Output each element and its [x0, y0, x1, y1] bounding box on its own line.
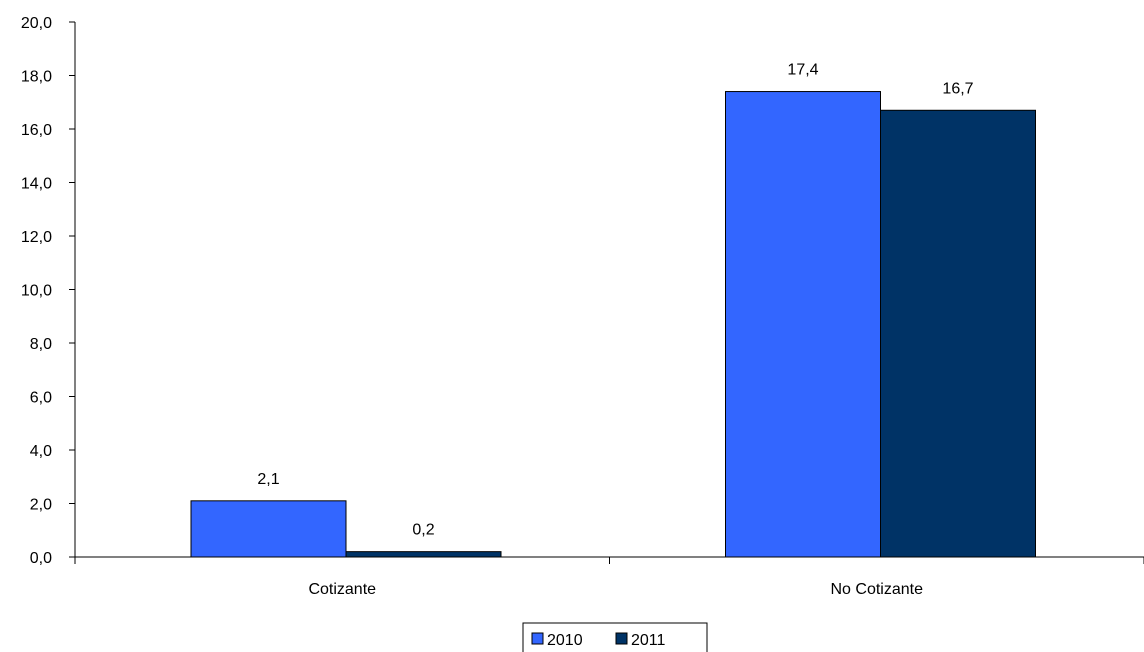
y-tick-label: 10,0: [21, 283, 52, 300]
legend-label: 2011: [631, 632, 666, 649]
category-label: Cotizante: [308, 581, 376, 598]
y-tick-label: 4,0: [30, 443, 52, 460]
y-tick-label: 18,0: [21, 69, 52, 86]
legend: 2010 2011: [522, 622, 708, 652]
data-label: 2,1: [257, 471, 279, 488]
data-label: 0,2: [412, 522, 434, 539]
legend-label: 2010: [547, 632, 583, 649]
y-tick-label: 12,0: [21, 229, 52, 246]
y-tick-label: 20,0: [21, 15, 52, 32]
bar: [190, 500, 347, 558]
legend-box: [522, 622, 708, 652]
y-tick-label: 16,0: [21, 122, 52, 139]
legend-swatch: [531, 632, 544, 645]
legend-swatch: [615, 632, 628, 645]
bar: [880, 109, 1036, 558]
bar: [345, 551, 502, 558]
y-tick-label: 8,0: [30, 336, 52, 353]
y-tick-label: 14,0: [21, 176, 52, 193]
data-label: 17,4: [787, 62, 818, 79]
y-tick-label: 6,0: [30, 390, 52, 407]
category-label: No Cotizante: [831, 581, 924, 598]
y-tick-label: 0,0: [30, 550, 52, 567]
data-label: 16,7: [942, 80, 973, 97]
bars: [190, 91, 1036, 558]
axes: 0,0 2,0 4,0 6,0 8,0 10,0 12,0 14,0 16,0 18,0 20,0 C…: [21, 15, 1144, 598]
data-labels: 2,1 0,2 17,4 16,7: [257, 62, 973, 539]
y-tick-label: 2,0: [30, 497, 52, 514]
bar: [725, 91, 881, 558]
